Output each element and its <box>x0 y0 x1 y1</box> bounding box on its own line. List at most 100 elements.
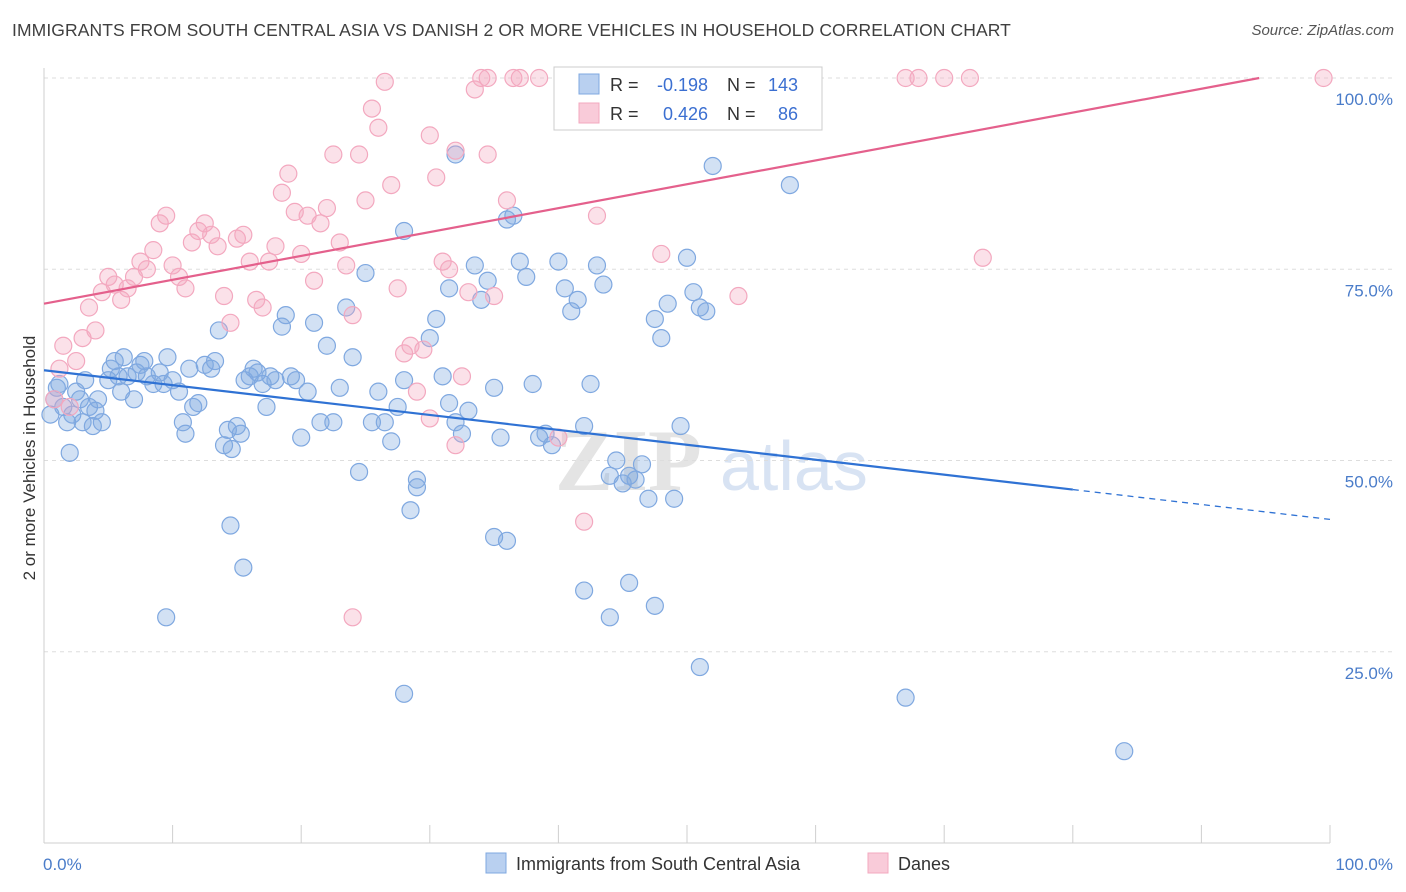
point-series1-85 <box>452 424 472 443</box>
point-series2-15 <box>137 260 156 279</box>
point-series1-66 <box>324 413 343 432</box>
point-series1-46 <box>222 439 241 459</box>
point-series1-89 <box>478 271 497 290</box>
point-series2-26 <box>208 237 227 256</box>
point-series1-137 <box>600 608 619 627</box>
point-series2-71 <box>504 68 523 88</box>
watermark-atlas: atlas <box>720 427 868 505</box>
point-series1-91 <box>491 428 510 447</box>
point-series1-118 <box>665 489 684 508</box>
point-series1-56 <box>266 371 285 390</box>
point-series1-77 <box>394 371 414 390</box>
point-series1-126 <box>446 145 465 164</box>
point-series1-65 <box>317 336 337 355</box>
point-series1-78 <box>401 501 420 520</box>
point-series1-138 <box>690 657 709 677</box>
legend-label-series-2: Danes <box>898 854 950 874</box>
point-series1-109 <box>607 451 626 470</box>
point-series2-72 <box>510 68 529 88</box>
point-series2-66 <box>465 80 484 99</box>
point-series2-53 <box>382 176 401 195</box>
point-series2-1 <box>50 359 69 378</box>
point-series1-19 <box>105 351 124 371</box>
point-series1-104 <box>575 416 594 436</box>
point-series2-88 <box>478 145 497 164</box>
point-series1-106 <box>587 256 607 275</box>
point-series2-54 <box>388 279 407 298</box>
point-series1-81 <box>427 309 446 329</box>
point-series1-103 <box>568 290 587 309</box>
point-series1-82 <box>433 367 452 386</box>
point-series1-125 <box>780 176 799 195</box>
legend-swatch-series-1 <box>485 852 507 874</box>
y-axis-label: 2 or more Vehicles in Household <box>20 336 39 581</box>
point-series1-74 <box>375 413 394 432</box>
point-series2-0 <box>45 390 64 409</box>
point-series1-95 <box>517 267 536 286</box>
point-series1-105 <box>581 374 600 394</box>
point-series1-102 <box>562 302 581 321</box>
point-series2-6 <box>79 298 99 317</box>
point-series1-113 <box>632 455 652 474</box>
point-series2-84 <box>1314 68 1333 88</box>
y-tick-labels: 25.0% 50.0% 75.0% 100.0% <box>1335 90 1393 683</box>
point-series2-63 <box>446 141 465 160</box>
point-series2-50 <box>362 99 382 118</box>
point-series1-39 <box>189 394 208 413</box>
trend-extension-series-1 <box>1072 488 1331 521</box>
point-series2-81 <box>935 68 954 88</box>
trend-line-series-2 <box>43 76 1260 305</box>
point-series1-3 <box>50 374 69 394</box>
legend-swatch-series-2 <box>867 852 889 874</box>
point-series2-11 <box>112 290 131 309</box>
point-series1-96 <box>523 374 542 394</box>
point-series1-114 <box>639 489 658 508</box>
point-series1-100 <box>549 252 568 271</box>
point-series1-57 <box>272 317 292 336</box>
stats-r-value-1: -0.198 <box>657 75 708 95</box>
point-series2-46 <box>337 256 356 275</box>
point-series2-35 <box>266 237 285 256</box>
point-series2-85 <box>446 436 465 455</box>
point-series1-117 <box>658 294 677 313</box>
point-series1-136 <box>645 596 664 615</box>
point-series1-134 <box>575 581 594 600</box>
point-series1-64 <box>311 413 330 432</box>
point-series1-75 <box>382 432 401 451</box>
point-series1-24 <box>124 390 144 409</box>
point-series1-140 <box>896 688 915 707</box>
point-series1-101 <box>555 279 574 298</box>
point-series2-58 <box>414 340 433 359</box>
point-series2-80 <box>909 68 928 88</box>
chart-title: IMMIGRANTS FROM SOUTH CENTRAL ASIA VS DA… <box>12 20 1011 40</box>
point-series1-61 <box>292 428 311 447</box>
point-series1-112 <box>626 470 645 489</box>
point-series2-86 <box>343 608 362 627</box>
point-series2-27 <box>214 286 234 306</box>
point-series1-133 <box>157 608 176 627</box>
point-series1-121 <box>684 283 703 302</box>
point-series1-123 <box>697 302 716 321</box>
point-series2-87 <box>420 126 439 145</box>
point-series1-73 <box>369 382 388 401</box>
y-tick-label-1: 50.0% <box>1345 473 1393 492</box>
point-series1-16 <box>92 413 111 432</box>
stats-r-value-2: 0.426 <box>663 104 708 124</box>
point-series1-135 <box>620 573 639 593</box>
point-series2-47 <box>343 306 362 325</box>
point-series2-36 <box>272 183 292 202</box>
watermark-zip: ZIP <box>555 413 702 510</box>
trend-lines <box>43 76 1331 521</box>
point-series2-18 <box>157 206 176 225</box>
point-series2-67 <box>472 68 491 88</box>
x-tick-label-max: 100.0% <box>1335 855 1393 874</box>
stats-n-label-2: N = <box>727 104 756 124</box>
point-series1-37 <box>180 359 199 378</box>
stats-n-value-1: 143 <box>768 75 798 95</box>
point-series2-57 <box>407 382 427 401</box>
point-series2-3 <box>60 397 79 417</box>
point-series2-30 <box>234 225 253 244</box>
y-tick-label-3: 100.0% <box>1335 90 1393 109</box>
stats-legend-swatch-blue <box>578 73 600 95</box>
point-series2-82 <box>960 68 980 88</box>
